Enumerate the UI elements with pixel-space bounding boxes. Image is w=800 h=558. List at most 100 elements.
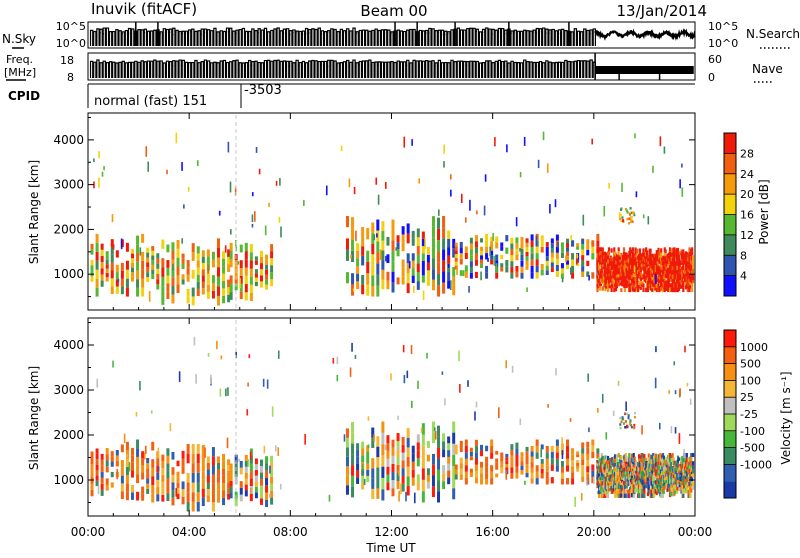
range-cell [606, 485, 609, 490]
range-cell [411, 238, 415, 246]
range-cell [617, 278, 620, 283]
range-cell [244, 267, 248, 276]
range-cell [254, 269, 258, 274]
range-cell [682, 257, 685, 263]
range-cell [141, 465, 145, 473]
range-cell [176, 284, 180, 293]
range-cell [265, 463, 269, 471]
freq-trace [516, 62, 521, 78]
range-cell [490, 246, 494, 251]
range-cell [181, 263, 185, 270]
range-cell [495, 473, 499, 478]
range-cell [254, 458, 258, 465]
range-cell [411, 268, 415, 276]
range-cell [617, 493, 620, 498]
freq-trace [270, 60, 274, 78]
range-cell [259, 472, 263, 480]
range-cell [515, 442, 519, 449]
range-cell-cluster [620, 219, 623, 223]
range-cell-sparse [157, 447, 160, 459]
range-cell [586, 460, 590, 467]
range-cell [659, 487, 662, 493]
range-cell [490, 241, 494, 247]
range-cell [638, 256, 642, 261]
noise-trace [181, 30, 186, 46]
range-cell [510, 472, 514, 479]
range-cell [566, 452, 570, 459]
range-cell [658, 251, 661, 256]
range-cell [161, 488, 165, 495]
noise-trace [538, 28, 543, 46]
range-cell [166, 275, 170, 284]
range-cell [391, 219, 395, 230]
range-cell-sparse [681, 187, 684, 197]
freq-trace [459, 60, 464, 78]
range-cell [396, 441, 400, 450]
range-cell-sparse [336, 356, 339, 365]
range-cell [599, 247, 603, 252]
range-cell [216, 496, 220, 503]
range-cell-sparse [561, 437, 563, 448]
range-cell [621, 266, 624, 270]
range-cell [234, 278, 238, 285]
range-cell [642, 248, 645, 253]
range-cell [555, 452, 559, 459]
range-cell [191, 463, 195, 473]
range-cell [376, 488, 380, 499]
range-cell [628, 279, 631, 284]
range-cell [606, 493, 610, 498]
range-cell [381, 260, 385, 270]
range-cell-cluster [628, 213, 631, 216]
range-cell-sparse [456, 266, 458, 275]
range-cell-sparse [384, 255, 387, 262]
range-cell [623, 260, 627, 265]
range-cell [627, 270, 630, 274]
range-cell [663, 283, 666, 288]
range-cell [371, 275, 375, 286]
range-cell-sparse [112, 360, 114, 368]
range-cell [222, 461, 226, 469]
range-cell [635, 482, 638, 486]
range-cell [366, 273, 370, 285]
range-cell [191, 243, 195, 253]
range-cell [239, 267, 243, 276]
range-cell [560, 466, 564, 473]
range-cell [181, 258, 185, 264]
range-cell [660, 261, 663, 266]
range-cell [227, 470, 231, 477]
range-cell [510, 461, 514, 468]
range-cell [431, 432, 435, 444]
range-cell [581, 453, 585, 460]
range-cell [591, 272, 595, 279]
range-cell [437, 251, 441, 263]
range-cell [676, 476, 680, 480]
freq-unit: [MHz] [4, 66, 36, 79]
range-cell [100, 471, 104, 478]
range-cell [161, 474, 165, 482]
colorbar-segment [724, 234, 736, 256]
range-cell [454, 449, 458, 455]
range-cell [447, 456, 451, 464]
range-cell-sparse [434, 430, 437, 440]
range-cell [345, 485, 349, 495]
range-cell [671, 453, 674, 458]
range-cell [206, 495, 210, 503]
range-cell [650, 454, 653, 460]
range-cell [265, 269, 269, 275]
range-cell [406, 233, 410, 244]
noise-trace [105, 27, 110, 46]
colorbar-tick-label: 12 [740, 229, 754, 242]
range-cell [447, 255, 451, 264]
freq-trace [200, 61, 204, 78]
range-cell [130, 276, 134, 282]
range-cell [505, 467, 509, 471]
range-cell [686, 484, 689, 488]
range-cell [105, 272, 109, 278]
noise-trace [146, 30, 151, 46]
colorbar-segment [724, 330, 736, 348]
range-cell [600, 267, 603, 271]
freq-trace [380, 61, 385, 78]
freq-trace [308, 60, 312, 78]
range-cell [452, 432, 456, 444]
range-cell [469, 456, 473, 461]
